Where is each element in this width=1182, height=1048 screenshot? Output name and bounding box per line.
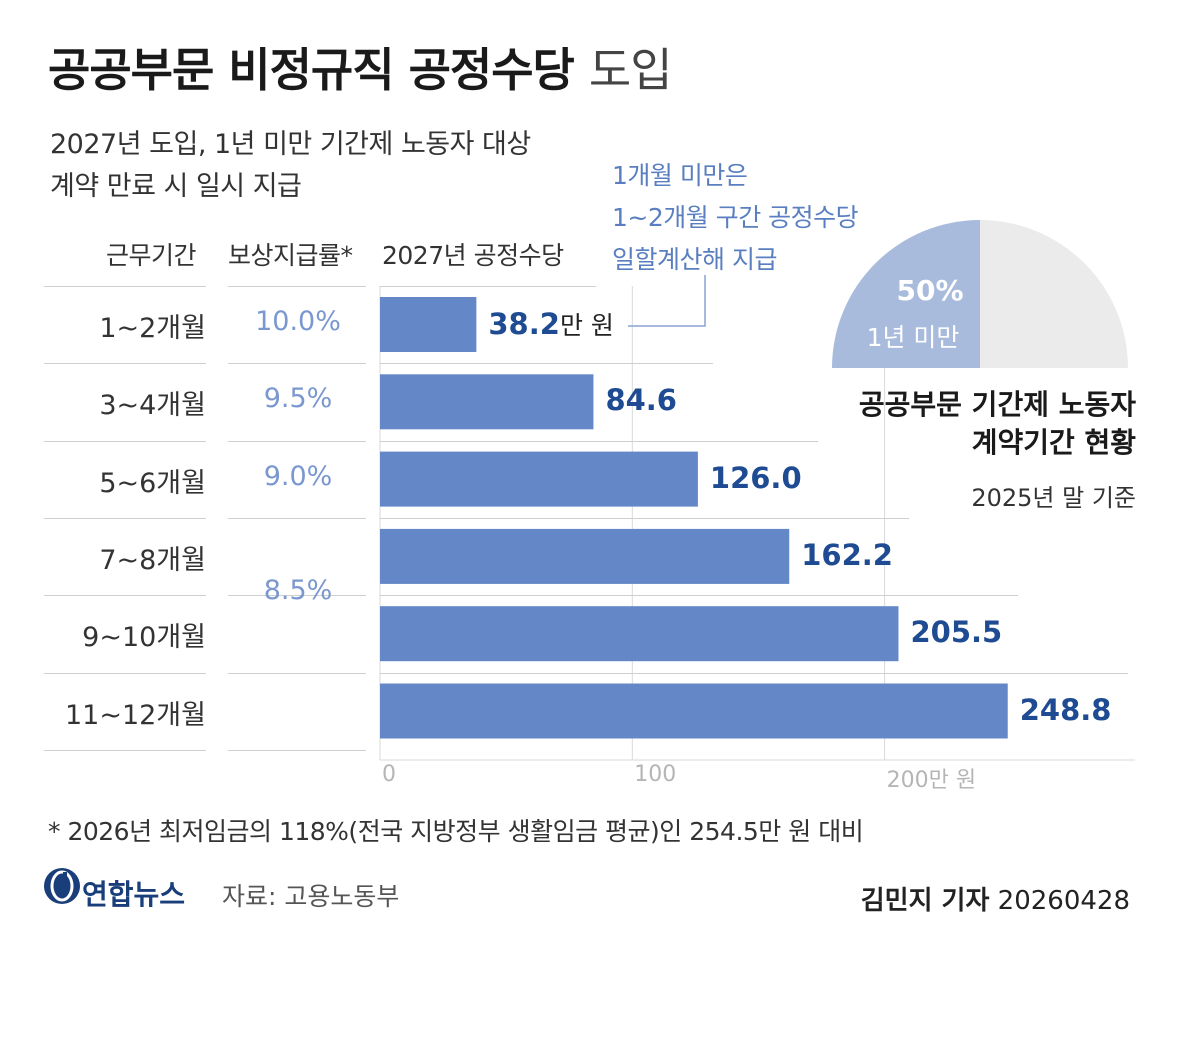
rate-label: 8.5% — [263, 575, 333, 607]
column-header-period: 근무기간 — [106, 241, 197, 270]
row-divider — [44, 363, 206, 365]
category-label: 1~2개월 — [99, 313, 206, 344]
value-number: 38.2 — [488, 307, 560, 341]
row-divider — [44, 595, 206, 597]
bar-row-divider — [380, 440, 818, 442]
category-label: 11~12개월 — [64, 699, 206, 731]
bar-4 — [380, 528, 790, 584]
rate-label: 9.5% — [263, 383, 333, 415]
value-label: 248.8 — [1020, 693, 1112, 727]
row-divider — [44, 749, 206, 751]
bar-row-divider — [380, 363, 714, 365]
contract-period-pie — [832, 220, 1128, 368]
rate-label: 9.0% — [263, 460, 333, 492]
value-number: 248.8 — [1019, 692, 1112, 727]
subtitle-line-1: 2027년 도입, 1년 미만 기간제 노동자 대상 — [50, 129, 531, 160]
logo-text: 연합뉴스 — [82, 878, 186, 911]
note-line-3: 일할계산해 지급 — [612, 245, 777, 274]
bar-1 — [380, 297, 477, 352]
page-title: 공공부문 비정규직 공정수당 도입 — [48, 34, 673, 100]
credit: 김민지 기자 20260428 — [861, 880, 1130, 917]
footnote: * 2026년 최저임금의 118%(전국 지방정부 생활임금 평균)인 254… — [48, 817, 864, 846]
bar-2 — [380, 374, 594, 430]
row-divider — [44, 517, 206, 519]
value-number: 126.0 — [709, 460, 802, 495]
bar-row-divider — [380, 672, 1128, 674]
yonhap-logo-icon — [44, 868, 80, 904]
column-header-amount: 2027년 공정수당 — [382, 241, 564, 270]
row-divider — [228, 363, 366, 365]
note-connector-line — [628, 275, 706, 327]
column-header-rate: 보상지급률* — [228, 241, 353, 270]
pie-title-line-2: 계약기간 현황 — [971, 426, 1136, 459]
bar-3 — [380, 451, 698, 507]
bar-row-divider — [380, 286, 597, 287]
value-label: 38.2만 원 — [488, 306, 614, 342]
value-number: 162.2 — [801, 537, 893, 572]
value-number: 84.6 — [605, 383, 677, 418]
pie-title-line-1: 공공부문 기간제 노동자 — [858, 388, 1136, 421]
title-main-text: 공공부문 비정규직 공정수당 — [48, 43, 575, 97]
bar-layer — [380, 297, 1008, 739]
category-label: 5~6개월 — [99, 467, 206, 499]
pie-title: 공공부문 기간제 노동자 계약기간 현황 — [859, 386, 1136, 462]
pie-percent-label: 50% — [896, 274, 964, 307]
value-number: 205.5 — [910, 615, 1003, 650]
value-label: 205.5 — [910, 615, 1002, 649]
bar-5 — [380, 606, 899, 662]
bar-row-divider — [380, 517, 910, 519]
value-label: 162.2 — [801, 538, 893, 572]
bar-row-divider — [380, 595, 1019, 597]
row-divider — [228, 595, 366, 597]
note-line-1: 1개월 미만은 — [612, 161, 748, 190]
note-line-2: 1~2개월 구간 공정수당 — [612, 203, 859, 232]
category-label: 3~4개월 — [99, 390, 206, 422]
x-tick-label: 100 — [634, 762, 677, 787]
reporter-name: 김민지 기자 — [860, 886, 990, 916]
category-label: 9~10개월 — [82, 622, 206, 654]
value-label: 126.0 — [710, 461, 802, 495]
pie-segment-label: 1년 미만 — [866, 323, 960, 352]
row-divider — [228, 440, 366, 442]
value-label: 84.6 — [605, 383, 677, 417]
source-text: 자료: 고용노동부 — [222, 882, 400, 911]
x-tick-label: 0 — [382, 762, 396, 787]
pie-slice-under-1-year — [832, 220, 980, 368]
row-divider — [228, 672, 366, 674]
rate-label: 10.0% — [255, 306, 341, 337]
row-divider — [228, 517, 366, 519]
subtitle-line-2: 계약 만료 시 일시 지급 — [50, 171, 302, 202]
value-unit: 만 원 — [559, 311, 614, 340]
row-divider — [228, 286, 366, 287]
row-divider — [44, 672, 206, 674]
row-divider — [44, 286, 206, 287]
bar-chart — [379, 275, 1135, 761]
bar-6 — [380, 683, 1008, 739]
publish-date: 20260428 — [997, 886, 1130, 916]
pie-slice-rest — [980, 220, 1128, 368]
x-tick-label: 200만 원 — [886, 768, 977, 793]
title-light-text: 도입 — [588, 43, 673, 97]
row-divider — [228, 749, 366, 751]
row-divider — [44, 440, 206, 442]
pie-basis-date: 2025년 말 기준 — [971, 484, 1136, 512]
category-label: 7~8개월 — [99, 544, 206, 576]
